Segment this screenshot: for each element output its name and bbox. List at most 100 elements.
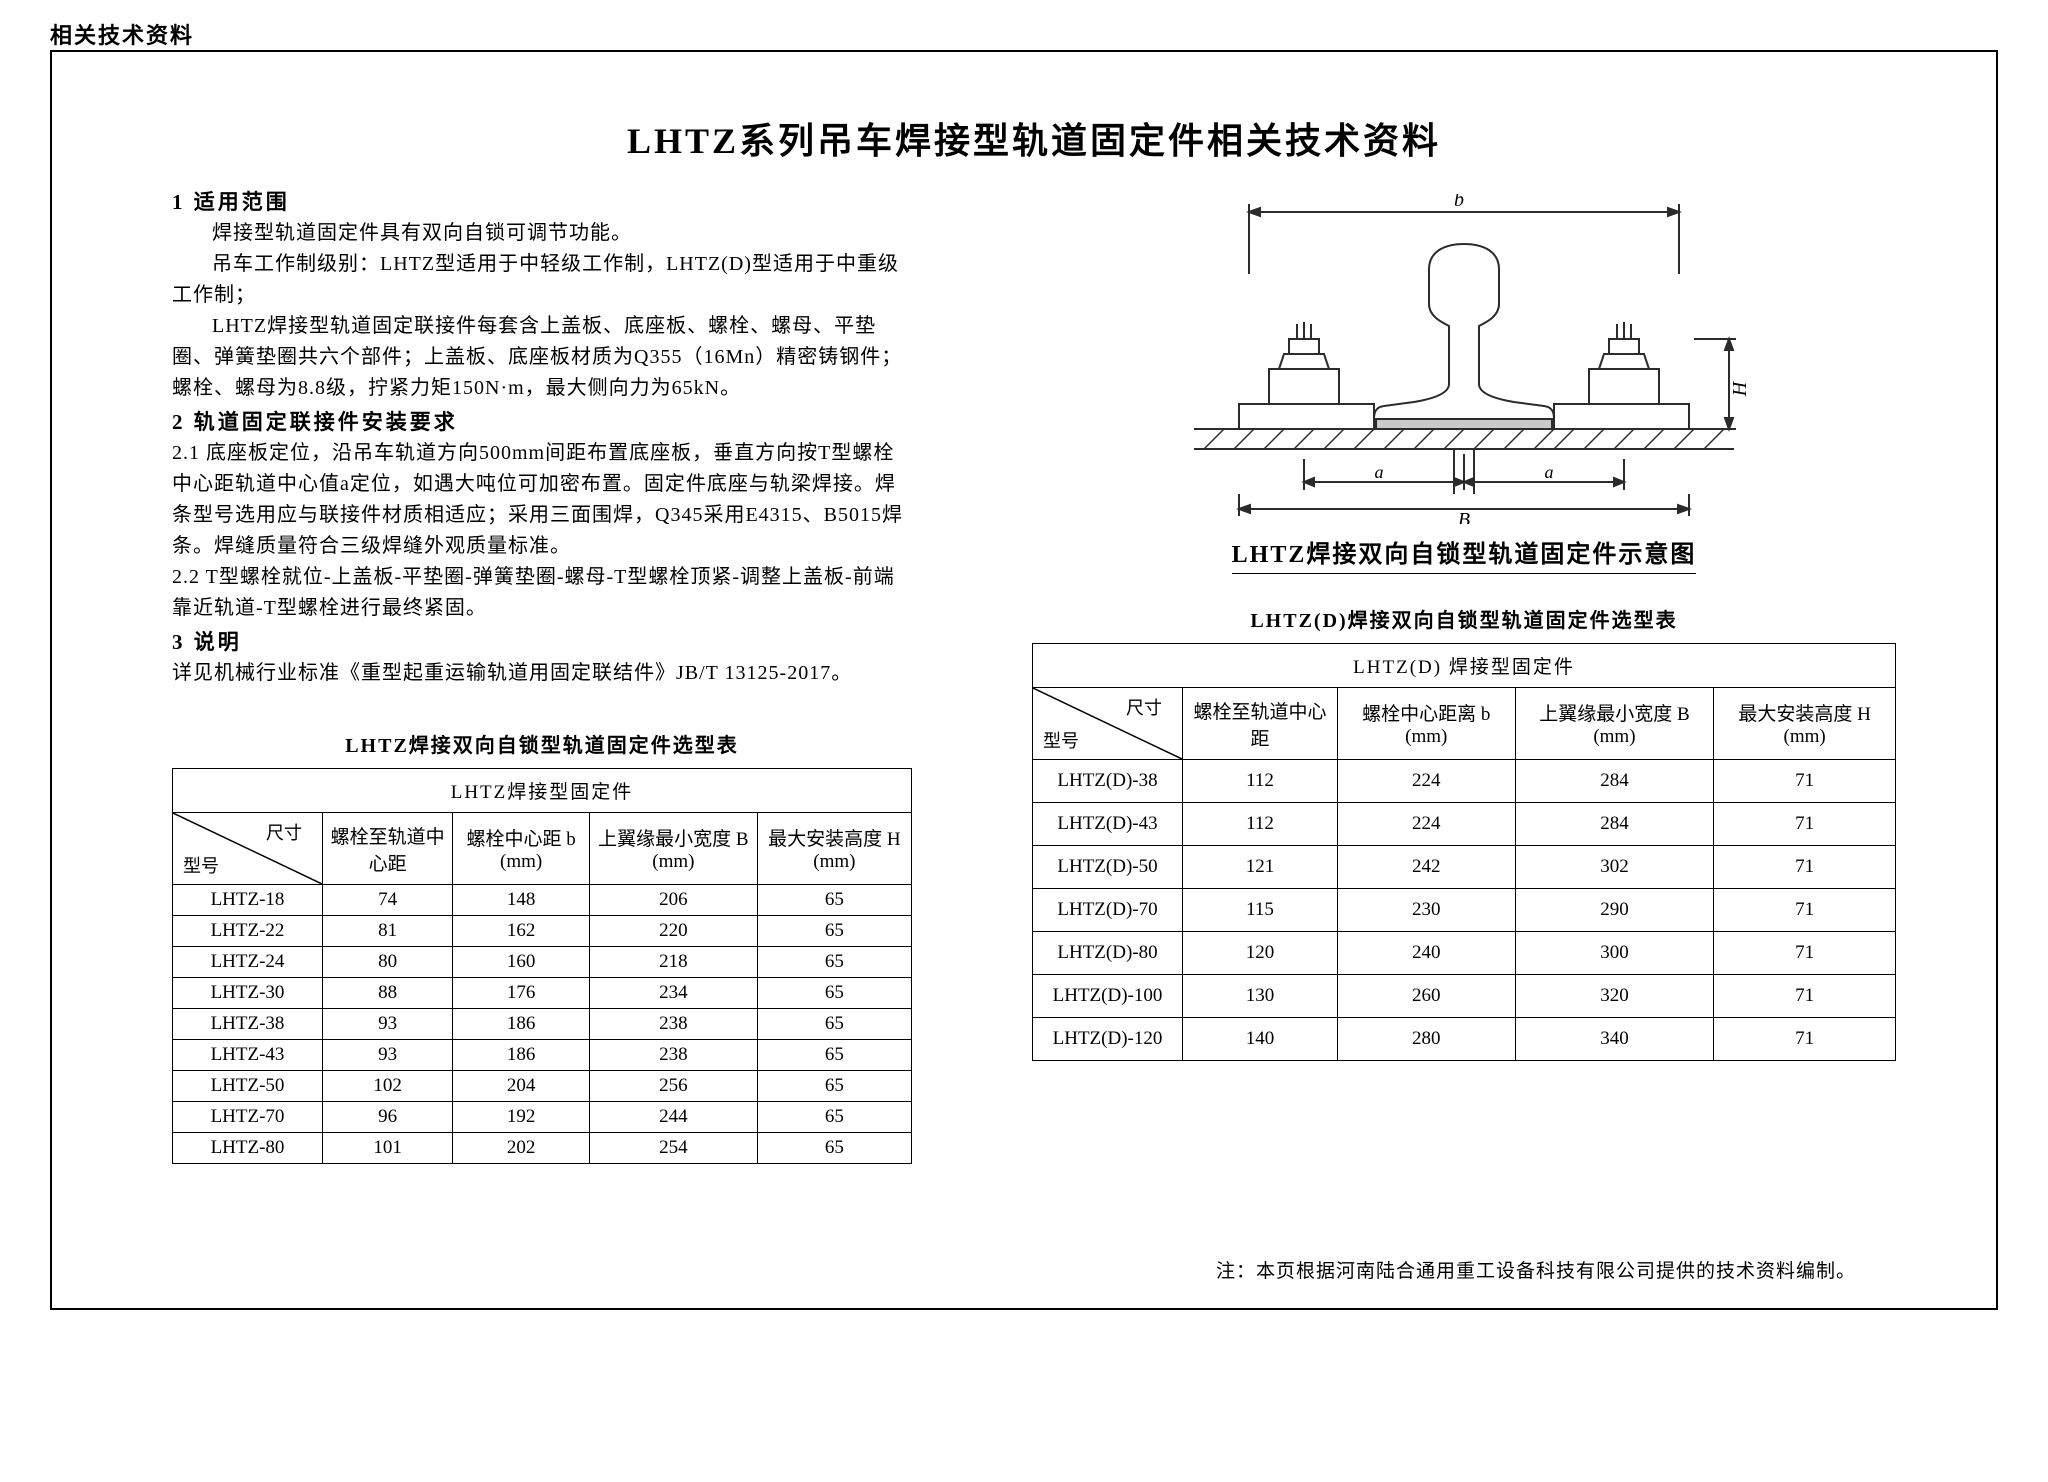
- table-cell: LHTZ-38: [173, 1009, 323, 1040]
- table-cell: 202: [453, 1133, 590, 1164]
- table-row: LHTZ-389318623865: [173, 1009, 912, 1040]
- table-cell: 65: [757, 1009, 911, 1040]
- table-row: LHTZ-5010220425665: [173, 1071, 912, 1102]
- table-cell: 71: [1714, 889, 1896, 932]
- table-cell: 65: [757, 885, 911, 916]
- table-cell: 112: [1183, 760, 1338, 803]
- table-cell: 65: [757, 1133, 911, 1164]
- table-cell: 160: [453, 947, 590, 978]
- table-right-superhead: LHTZ(D) 焊接型固定件: [1033, 644, 1896, 688]
- table-cell: 192: [453, 1102, 590, 1133]
- table-cell: 65: [757, 978, 911, 1009]
- table-row: LHTZ(D)-4311222428471: [1033, 803, 1896, 846]
- table-cell: 204: [453, 1071, 590, 1102]
- table-cell: 224: [1337, 803, 1515, 846]
- section-2-p1: 2.1 底座板定位，沿吊车轨道方向500mm间距布置底座板，垂直方向按T型螺栓中…: [172, 438, 912, 562]
- table-right-col-1: 螺栓中心距离 b (mm): [1337, 688, 1515, 760]
- table-cell: 238: [590, 1009, 758, 1040]
- table-cell: LHTZ-50: [173, 1071, 323, 1102]
- diag-top-label: 尺寸: [266, 819, 302, 845]
- dim-a-label-1: a: [1375, 462, 1384, 482]
- table-left-caption: LHTZ焊接双向自锁型轨道固定件选型表: [172, 729, 912, 758]
- table-row: LHTZ-187414820665: [173, 885, 912, 916]
- table-cell: 302: [1515, 846, 1714, 889]
- table-left-superhead: LHTZ焊接型固定件: [173, 769, 912, 813]
- table-right-diag-cell: 尺寸 型号: [1033, 688, 1183, 760]
- table-cell: 176: [453, 978, 590, 1009]
- table-cell: 224: [1337, 760, 1515, 803]
- table-cell: 242: [1337, 846, 1515, 889]
- table-cell: 340: [1515, 1018, 1714, 1061]
- table-cell: 240: [1337, 932, 1515, 975]
- table-row: LHTZ-8010120225465: [173, 1133, 912, 1164]
- table-left-diag-cell: 尺寸 型号: [173, 813, 323, 885]
- footnote: 注：本页根据河南陆合通用重工设备科技有限公司提供的技术资料编制。: [1216, 1256, 1856, 1283]
- table-row: LHTZ(D)-8012024030071: [1033, 932, 1896, 975]
- table-cell: 206: [590, 885, 758, 916]
- table-cell: 238: [590, 1040, 758, 1071]
- table-right: LHTZ(D) 焊接型固定件 尺寸 型号 螺栓至轨道中心距 螺栓中心距离 b (…: [1032, 643, 1896, 1061]
- table-left-col-0: 螺栓至轨道中心距: [323, 813, 453, 885]
- table-row: LHTZ-439318623865: [173, 1040, 912, 1071]
- table-cell: 320: [1515, 975, 1714, 1018]
- table-cell: 71: [1714, 932, 1896, 975]
- dim-b-label: b: [1454, 194, 1464, 211]
- table-cell: 120: [1183, 932, 1338, 975]
- table-cell: 102: [323, 1071, 453, 1102]
- table-cell: 71: [1714, 803, 1896, 846]
- table-cell: 254: [590, 1133, 758, 1164]
- table-left-header-row: 尺寸 型号 螺栓至轨道中心距 螺栓中心距 b (mm) 上翼缘最小宽度 B (m…: [173, 813, 912, 885]
- section-3-p1: 详见机械行业标准《重型起重运输轨道用固定联结件》JB/T 13125-2017。: [172, 658, 912, 689]
- table-cell: LHTZ-43: [173, 1040, 323, 1071]
- page-header: 相关技术资料: [50, 18, 194, 50]
- table-cell: 290: [1515, 889, 1714, 932]
- table-cell: 300: [1515, 932, 1714, 975]
- table-cell: 74: [323, 885, 453, 916]
- figure-caption: LHTZ焊接双向自锁型轨道固定件示意图: [1232, 534, 1697, 574]
- table-cell: LHTZ-22: [173, 916, 323, 947]
- table-row: LHTZ-308817623465: [173, 978, 912, 1009]
- diag-bot-label: 型号: [1043, 727, 1079, 753]
- table-cell: 115: [1183, 889, 1338, 932]
- section-1-p3: LHTZ焊接型轨道固定联接件每套含上盖板、底座板、螺栓、螺母、平垫圈、弹簧垫圈共…: [172, 311, 912, 404]
- table-right-col-0: 螺栓至轨道中心距: [1183, 688, 1338, 760]
- table-cell: LHTZ(D)-120: [1033, 1018, 1183, 1061]
- table-left-col-1: 螺栓中心距 b (mm): [453, 813, 590, 885]
- table-row: LHTZ-228116222065: [173, 916, 912, 947]
- table-cell: 71: [1714, 760, 1896, 803]
- table-left: LHTZ焊接型固定件 尺寸 型号 螺栓至轨道中心距 螺栓中心距 b (mm) 上…: [172, 768, 912, 1164]
- table-cell: 244: [590, 1102, 758, 1133]
- table-row: LHTZ-709619224465: [173, 1102, 912, 1133]
- table-cell: LHTZ-24: [173, 947, 323, 978]
- table-right-col-3: 最大安装高度 H (mm): [1714, 688, 1896, 760]
- table-cell: 280: [1337, 1018, 1515, 1061]
- table-cell: 284: [1515, 803, 1714, 846]
- table-cell: 186: [453, 1040, 590, 1071]
- dim-a-label-2: a: [1545, 462, 1554, 482]
- dim-B-label: B: [1458, 509, 1470, 524]
- dim-H-label: H: [1729, 380, 1751, 397]
- section-1-p1: 焊接型轨道固定件具有双向自锁可调节功能。: [172, 218, 912, 249]
- table-cell: 88: [323, 978, 453, 1009]
- section-2-p2: 2.2 T型螺栓就位-上盖板-平垫圈-弹簧垫圈-螺母-T型螺栓顶紧-调整上盖板-…: [172, 562, 912, 624]
- table-cell: 81: [323, 916, 453, 947]
- diag-top-label: 尺寸: [1126, 694, 1162, 720]
- table-cell: LHTZ(D)-38: [1033, 760, 1183, 803]
- table-cell: LHTZ(D)-43: [1033, 803, 1183, 846]
- table-cell: 65: [757, 1071, 911, 1102]
- table-cell: 65: [757, 947, 911, 978]
- table-cell: LHTZ(D)-100: [1033, 975, 1183, 1018]
- page-border: LHTZ系列吊车焊接型轨道固定件相关技术资料 1 适用范围 焊接型轨道固定件具有…: [50, 50, 1998, 1310]
- table-cell: LHTZ-18: [173, 885, 323, 916]
- table-cell: 121: [1183, 846, 1338, 889]
- table-cell: LHTZ-70: [173, 1102, 323, 1133]
- table-cell: LHTZ-80: [173, 1133, 323, 1164]
- table-cell: 260: [1337, 975, 1515, 1018]
- figure: b a a B H LHTZ焊接双向自锁型轨道固定件示意图: [1032, 194, 1896, 574]
- table-cell: 101: [323, 1133, 453, 1164]
- table-cell: LHTZ(D)-80: [1033, 932, 1183, 975]
- table-cell: 65: [757, 1102, 911, 1133]
- table-row: LHTZ(D)-7011523029071: [1033, 889, 1896, 932]
- table-cell: LHTZ(D)-70: [1033, 889, 1183, 932]
- left-column: 1 适用范围 焊接型轨道固定件具有双向自锁可调节功能。 吊车工作制级别：LHTZ…: [172, 184, 912, 1164]
